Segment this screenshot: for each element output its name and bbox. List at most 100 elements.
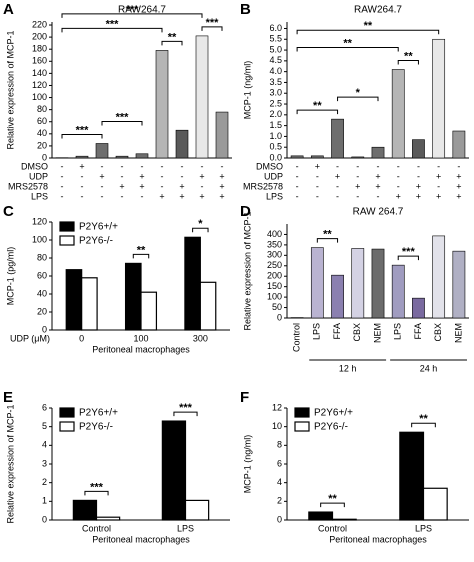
x-tick-label: Control [318,523,347,533]
x-tick-label: LPS [415,523,432,533]
condition-sign: - [356,171,359,181]
condition-name: MRS2578 [8,181,48,191]
condition-sign: - [377,161,380,171]
y-tick-label: 160 [32,56,47,66]
condition-sign: + [456,171,461,181]
significance-bracket [296,29,440,35]
significance-label: ** [343,37,352,49]
y-axis-label: MCP-1 (ng/ml) [242,435,252,494]
condition-sign: - [181,161,184,171]
condition-name: DMSO [21,161,48,171]
y-tick-label: 1.0 [269,131,282,141]
significance-label: * [356,87,361,99]
panel: B RAW264.7 MCP-1 (ng/ml) 0.00.51.01.52.02.5… [240,1,469,201]
bar [195,35,209,159]
significance-label: ** [323,229,332,241]
bar [371,146,385,159]
chart-title: RAW264.7 [118,5,166,16]
bar [412,139,425,159]
bar [81,277,98,331]
bar [371,248,385,319]
condition-sign: - [141,191,144,201]
condition-sign: + [456,191,461,201]
y-tick-label: 100 [32,234,47,244]
significance-bracket [296,109,339,115]
y-tick-label: 6.0 [269,23,282,33]
x-axis-label: Peritoneal macrophages [329,534,427,544]
y-tick-label: 140 [32,68,47,78]
bar [290,155,304,159]
x-tick-label: 100 [133,333,148,343]
condition-sign: - [101,161,104,171]
bar [412,297,425,319]
legend-label: P2Y6+/+ [79,408,118,419]
condition-sign: - [121,161,124,171]
bar [199,281,217,331]
bar [308,511,334,521]
y-tick-label: 60 [37,116,47,126]
condition-sign: + [139,181,144,191]
condition-sign: + [416,181,421,191]
panel: A RAW264.7 Relative expression of MCP-1 0 20… [3,1,232,201]
y-tick-label: 6 [277,458,282,468]
y-tick-label: 200 [32,31,47,41]
condition-sign: - [336,161,339,171]
significance-bracket [397,255,419,261]
condition-sign: - [201,161,204,171]
x-prefix-label: UDP (μM) [10,333,50,343]
bar [310,155,324,159]
bar [331,274,344,319]
condition-sign: + [456,181,461,191]
y-tick-label: 0.5 [269,142,282,152]
bar [155,50,169,159]
y-tick-label: 2.0 [269,109,282,119]
y-tick-label: 60 [37,270,47,280]
bar [351,248,365,319]
condition-sign: - [356,191,359,201]
condition-sign: - [397,181,400,191]
chart-title: RAW264.7 [354,5,402,16]
condition-sign: - [161,171,164,181]
y-tick-label: 4.0 [269,66,282,76]
significance-label: * [198,218,203,230]
condition-name: LPS [266,191,283,201]
y-tick-label: 0 [277,312,282,322]
y-tick-label: 12 [272,402,282,412]
significance-label: *** [126,4,140,16]
significance-label: *** [402,246,416,258]
panel-letter: E [3,389,13,406]
y-axis-label: MCP-1 (pg/ml) [5,247,15,306]
y-tick-label: 1.5 [269,120,282,130]
y-tick-label: 0 [42,152,47,162]
condition-sign: + [99,171,104,181]
condition-sign: - [81,171,84,181]
bar [391,264,405,319]
condition-sign: - [141,161,144,171]
y-tick-label: 4.5 [269,55,282,65]
condition-sign: + [375,181,380,191]
significance-bracket [173,411,198,417]
y-axis-label: Relative expression of MCP-1 [5,404,15,523]
legend-swatch [59,221,75,232]
bar [95,516,121,521]
x-tick-label: FFA [332,323,342,340]
bar [391,69,405,159]
y-tick-label: 10 [272,421,282,431]
legend-label: P2Y6-/- [79,422,113,433]
bar [124,262,142,331]
bar [161,420,187,521]
legend-swatch [294,421,310,432]
significance-bracket [61,27,163,33]
significance-bracket [61,13,203,18]
condition-sign: - [296,161,299,171]
condition-name: UDP [264,171,283,181]
panel-letter: F [240,389,249,406]
y-tick-label: 3 [42,458,47,468]
condition-sign: + [436,191,441,201]
significance-bracket [61,133,103,139]
bar [72,499,98,521]
legend-label: P2Y6-/- [314,422,348,433]
significance-bracket [201,26,223,31]
y-tick-label: 50 [272,302,282,312]
